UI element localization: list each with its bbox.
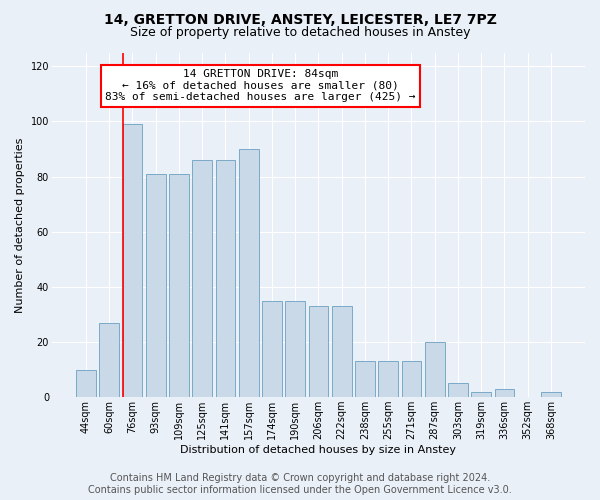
Bar [308,306,328,397]
Text: Contains HM Land Registry data © Crown copyright and database right 2024.
Contai: Contains HM Land Registry data © Crown c… [88,474,512,495]
Bar [146,174,166,397]
Bar [425,342,445,397]
Bar [332,306,352,397]
Bar [541,392,561,397]
Text: Size of property relative to detached houses in Anstey: Size of property relative to detached ho… [130,26,470,39]
Text: 14, GRETTON DRIVE, ANSTEY, LEICESTER, LE7 7PZ: 14, GRETTON DRIVE, ANSTEY, LEICESTER, LE… [104,12,496,26]
Bar [215,160,235,397]
Bar [169,174,189,397]
Text: 14 GRETTON DRIVE: 84sqm
← 16% of detached houses are smaller (80)
83% of semi-de: 14 GRETTON DRIVE: 84sqm ← 16% of detache… [105,69,416,102]
Y-axis label: Number of detached properties: Number of detached properties [15,137,25,312]
Bar [401,362,421,397]
Bar [262,300,282,397]
Bar [448,384,468,397]
Bar [355,362,375,397]
Bar [285,300,305,397]
X-axis label: Distribution of detached houses by size in Anstey: Distribution of detached houses by size … [181,445,457,455]
Bar [471,392,491,397]
Bar [239,149,259,397]
Bar [100,322,119,397]
Bar [193,160,212,397]
Bar [494,389,514,397]
Bar [122,124,142,397]
Bar [378,362,398,397]
Bar [76,370,96,397]
